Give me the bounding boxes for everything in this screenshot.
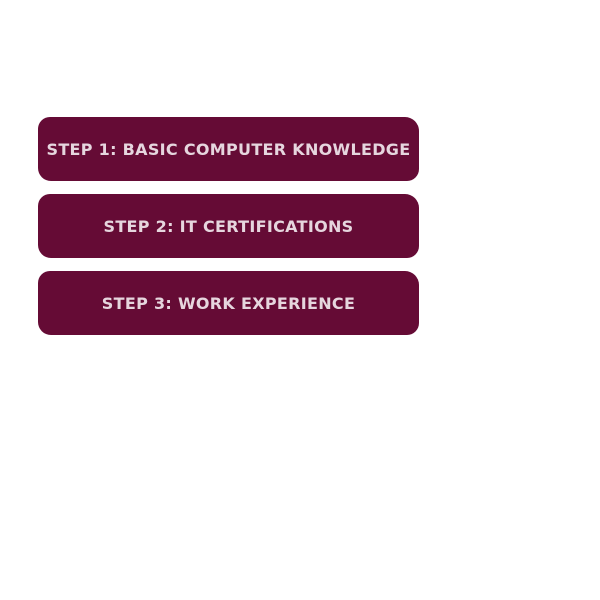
step-2-label: STEP 2: IT CERTIFICATIONS <box>103 216 354 236</box>
step-1-banner: STEP 1: BASIC COMPUTER KNOWLEDGE <box>38 117 419 181</box>
step-3-banner: STEP 3: WORK EXPERIENCE <box>38 271 419 335</box>
step-3-label: STEP 3: WORK EXPERIENCE <box>101 293 356 313</box>
step-1-label: STEP 1: BASIC COMPUTER KNOWLEDGE <box>46 139 411 159</box>
step-2-banner: STEP 2: IT CERTIFICATIONS <box>38 194 419 258</box>
steps-list: STEP 1: BASIC COMPUTER KNOWLEDGE STEP 2:… <box>38 117 419 335</box>
